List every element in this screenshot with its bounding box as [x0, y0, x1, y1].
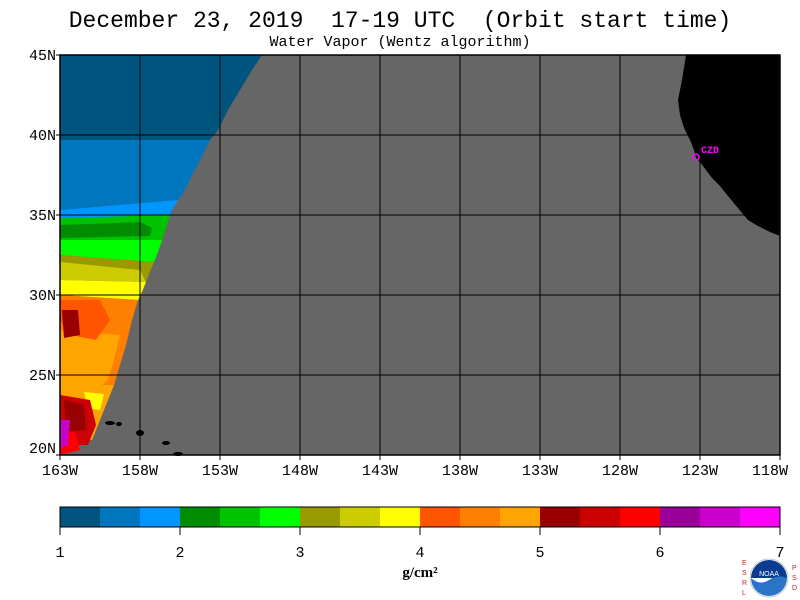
colorbar-segment — [60, 507, 101, 527]
colorbar-ticks — [59, 527, 781, 535]
colorbar-label-6: 6 — [655, 545, 665, 562]
colorbar-segment — [220, 507, 261, 527]
colorbar-label-2: 2 — [175, 545, 185, 562]
colorbar-label-5: 5 — [535, 545, 545, 562]
map-frame — [59, 54, 781, 456]
station-marker — [692, 153, 700, 161]
axis-ticks — [56, 54, 781, 460]
lon-label-138w: 138W — [441, 463, 478, 480]
svg-text:S: S — [742, 570, 747, 577]
water-vapor-swath — [60, 55, 262, 455]
colorbar-segment — [380, 507, 421, 527]
band-5-5.3 — [62, 310, 80, 338]
band-1.3-1.7 — [60, 140, 210, 210]
colorbar-segment — [660, 507, 701, 527]
colorbar-segment — [700, 507, 741, 527]
svg-text:NOAA: NOAA — [759, 571, 779, 578]
colorbar — [60, 507, 781, 527]
colorbar-segment — [460, 507, 501, 527]
colorbar-segment — [260, 507, 301, 527]
colorbar-segment — [620, 507, 661, 527]
lon-label-123w: 123W — [681, 463, 718, 480]
lon-label-153w: 153W — [201, 463, 238, 480]
colorbar-segment — [740, 507, 781, 527]
station-label: CZD — [701, 146, 720, 157]
svg-text:E: E — [742, 560, 747, 567]
svg-text:P: P — [792, 565, 797, 572]
svg-text:D: D — [792, 585, 797, 592]
colorbar-segment — [420, 507, 461, 527]
lat-label-30n: 30N — [28, 288, 56, 305]
band-2.3-2.7 — [60, 222, 152, 238]
colorbar-segment — [540, 507, 581, 527]
lat-label-40n: 40N — [28, 128, 56, 145]
colorbar-segment — [100, 507, 141, 527]
band-1-1.3 — [60, 55, 262, 140]
colorbar-segment — [180, 507, 221, 527]
colorbar-segment — [580, 507, 621, 527]
map-subtitle: Water Vapor (Wentz algorithm) — [269, 34, 531, 51]
noaa-esrl-psd-logo: NOAA E S R L P S D — [742, 558, 797, 598]
lon-label-133w: 133W — [521, 463, 558, 480]
lat-label-45n: 45N — [28, 48, 56, 65]
colorbar-segment — [340, 507, 381, 527]
lon-label-148w: 148W — [281, 463, 318, 480]
map-title: December 23, 2019 17-19 UTC (Orbit start… — [68, 8, 732, 34]
svg-text:R: R — [742, 580, 747, 587]
colorbar-segment — [300, 507, 341, 527]
lat-label-20n: 20N — [28, 441, 56, 458]
colorbar-label-3: 3 — [295, 545, 305, 562]
colorbar-label-4: 4 — [415, 545, 425, 562]
lat-label-35n: 35N — [28, 208, 56, 225]
lat-label-25n: 25N — [28, 368, 56, 385]
band-6-6.3 — [60, 420, 70, 448]
band-3.3-3.7 — [60, 262, 146, 282]
svg-text:L: L — [742, 590, 746, 597]
north-america-land — [678, 55, 780, 236]
colorbar-label-1: 1 — [55, 545, 65, 562]
lon-label-143w: 143W — [361, 463, 398, 480]
band-1.7-2 — [60, 200, 178, 218]
lon-label-118w: 118W — [751, 463, 788, 480]
colorbar-segment — [500, 507, 541, 527]
band-4-4.3 — [60, 330, 120, 400]
graticule — [60, 55, 780, 455]
colorbar-units: g/cm² — [402, 565, 438, 581]
band-2.7-3 — [60, 240, 162, 262]
svg-text:S: S — [792, 575, 797, 582]
lon-label-128w: 128W — [601, 463, 638, 480]
colorbar-segment — [140, 507, 181, 527]
lon-label-158w: 158W — [121, 463, 158, 480]
lon-label-163w: 163W — [41, 463, 78, 480]
colorbar-label-7: 7 — [775, 545, 785, 562]
